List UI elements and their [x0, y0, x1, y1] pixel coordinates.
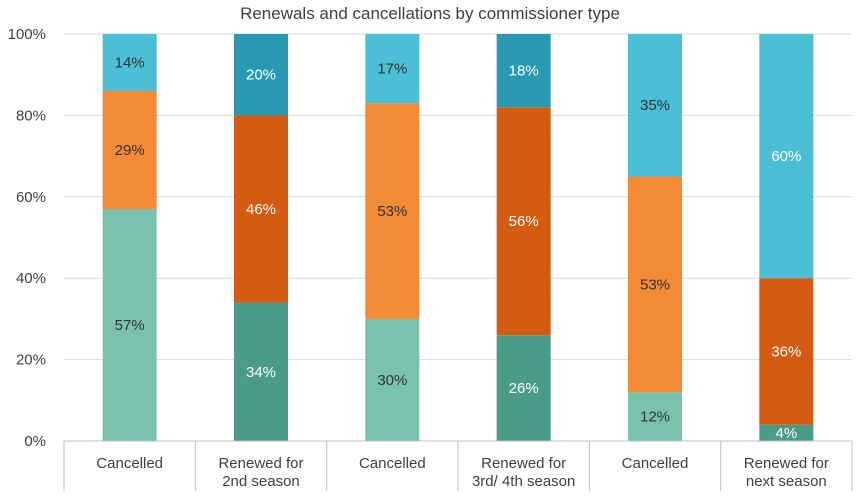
bar-segment: [628, 392, 682, 441]
data-label: 14%: [115, 54, 145, 71]
data-label: 17%: [377, 61, 407, 78]
data-label: 46%: [246, 201, 276, 218]
x-category-label: Renewed for: [744, 455, 829, 472]
bar-segment: [759, 34, 814, 279]
bar-segment: [234, 34, 288, 116]
data-label: 20%: [246, 67, 276, 84]
y-tick-label: 0%: [24, 433, 46, 450]
grid-layer: [64, 33, 852, 361]
bar-segment: [628, 176, 682, 393]
data-label: 12%: [640, 409, 670, 426]
bar-segment: [759, 278, 814, 425]
x-category-label: Cancelled: [96, 455, 163, 472]
data-label: 36%: [771, 343, 801, 360]
bar-segment: [759, 424, 814, 441]
y-tick-label: 100%: [8, 26, 46, 43]
y-tick-label: 80%: [16, 107, 46, 124]
x-category-label: Cancelled: [359, 455, 426, 472]
y-tick-label: 40%: [16, 270, 46, 287]
data-label: 29%: [115, 142, 145, 159]
y-tick-label: 60%: [16, 189, 46, 206]
bar-segment: [365, 103, 420, 319]
x-category-label: Renewed for: [218, 455, 303, 472]
x-category-label: Cancelled: [622, 455, 689, 472]
data-label: 53%: [377, 203, 407, 220]
bar-segment: [496, 107, 551, 336]
bar-segment: [496, 34, 551, 108]
bars-layer: 57% 29% 14% 34% 46% 20% 30% 53% 17% 26% 56% 18% 12% 5…: [102, 34, 814, 442]
data-label: 4%: [775, 425, 797, 442]
x-category-label: Renewed for: [481, 455, 566, 472]
y-tick-label: 20%: [16, 352, 46, 369]
data-label: 57%: [115, 317, 145, 334]
data-label: 34%: [246, 364, 276, 381]
data-label: 18%: [509, 63, 539, 80]
data-label: 30%: [377, 372, 407, 389]
bar-segment: [102, 90, 157, 210]
x-category-label: 2nd season: [222, 473, 300, 490]
data-label: 56%: [509, 213, 539, 230]
data-label: 60%: [771, 148, 801, 165]
bar-segment: [365, 34, 420, 104]
bar-segment: [102, 209, 157, 441]
bar-segment: [365, 318, 420, 441]
bar-segment: [234, 115, 288, 303]
bar-segment: [496, 335, 551, 441]
bar-segment: [234, 302, 288, 441]
data-label: 35%: [640, 97, 670, 114]
x-category-label: 3rd/ 4th season: [472, 473, 575, 490]
data-label: 26%: [509, 380, 539, 397]
axis-layer: 0%20%40%60%80%100%Cancelled Renewed for2n…: [8, 26, 853, 491]
data-label: 53%: [640, 276, 670, 293]
x-category-label: next season: [746, 473, 827, 490]
bar-segment: [102, 34, 157, 91]
bar-segment: [628, 34, 682, 177]
chart-title: Renewals and cancellations by commission…: [240, 4, 620, 23]
